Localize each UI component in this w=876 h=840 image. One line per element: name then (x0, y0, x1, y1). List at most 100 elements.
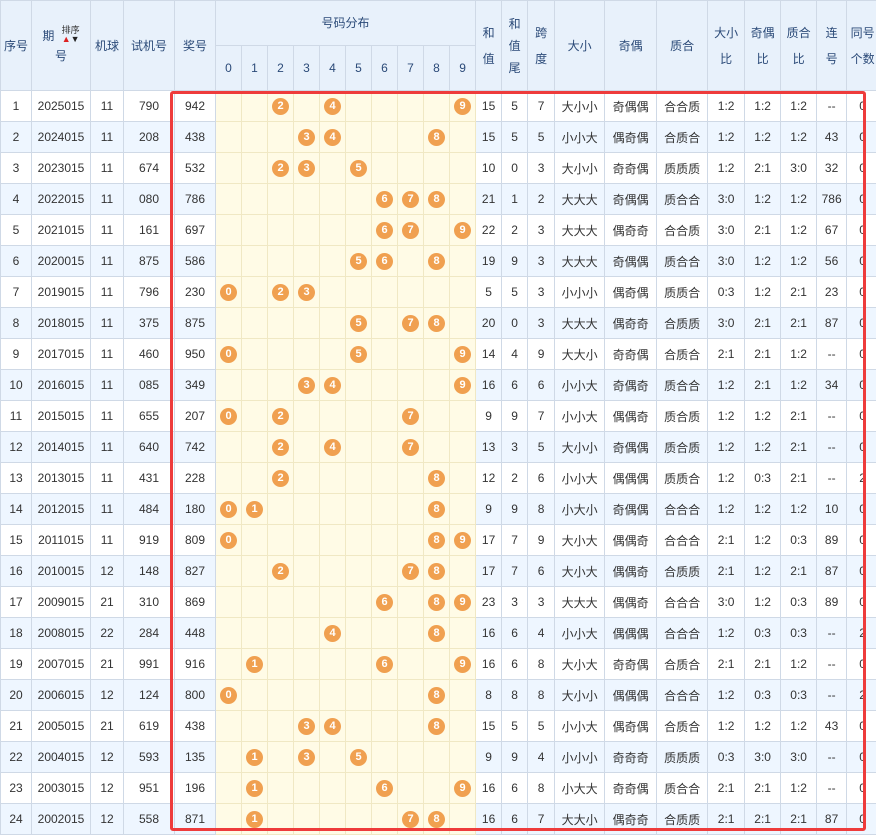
dist-cell (241, 400, 268, 432)
header-digit: 6 (371, 45, 398, 91)
cell-same-count: 0 (846, 803, 876, 835)
cell-same-count: 0 (846, 772, 876, 804)
dist-cell (267, 369, 294, 401)
dist-cell: 9 (448, 90, 477, 122)
cell-seq: 13 (0, 462, 32, 494)
cell-prime: 质质质 (656, 741, 709, 773)
cell-prize: 180 (174, 493, 216, 525)
cell-prime-ratio: 2:1 (780, 431, 818, 463)
dist-cell (448, 803, 477, 835)
dist-cell (293, 648, 320, 680)
dist-cell (448, 152, 477, 184)
dist-cell (319, 803, 346, 835)
cell-trial: 875 (123, 245, 175, 277)
cell-size-ratio: 0:3 (707, 741, 746, 773)
table-row: 4 2022015 11 080 786 6 7 8 21 1 2 大大大 奇偶偶 质合合 3:0 1:2 1:… (0, 183, 876, 215)
dist-cell (448, 462, 477, 494)
dist-cell (267, 772, 294, 804)
cell-prime-ratio: 1:2 (780, 90, 818, 122)
cell-consecutive: 89 (816, 586, 848, 618)
digit-ball: 7 (402, 407, 419, 425)
cell-sum: 17 (475, 524, 503, 556)
dist-cell (423, 772, 450, 804)
dist-cell (448, 400, 477, 432)
dist-cell (293, 183, 320, 215)
dist-cell (448, 183, 477, 215)
cell-sum-tail: 8 (501, 679, 529, 711)
dist-cell: 3 (293, 152, 320, 184)
dist-cell (215, 214, 242, 246)
cell-consecutive: -- (816, 431, 848, 463)
dist-cell (293, 493, 320, 525)
cell-span: 3 (527, 586, 556, 618)
cell-consecutive: 34 (816, 369, 848, 401)
cell-issue: 2014015 (31, 431, 91, 463)
cell-consecutive: -- (816, 648, 848, 680)
cell-span: 2 (527, 183, 556, 215)
cell-same-count: 0 (846, 245, 876, 277)
header-parity-ratio: 奇偶比 (744, 0, 782, 91)
cell-same-count: 0 (846, 183, 876, 215)
digit-ball: 6 (376, 221, 393, 239)
cell-trial: 593 (123, 741, 175, 773)
dist-cell: 2 (267, 462, 294, 494)
cell-machine: 11 (90, 121, 124, 153)
table-row: 6 2020015 11 875 586 5 6 8 19 9 3 大大大 奇偶偶 质合合 3:0 1:2 1:… (0, 245, 876, 277)
cell-same-count: 0 (846, 493, 876, 525)
cell-span: 8 (527, 679, 556, 711)
dist-cell (215, 617, 242, 649)
table-row: 14 2012015 11 484 180 0 1 8 9 9 8 小大小 奇偶偶 合合合 1:2 1:2 1:… (0, 493, 876, 525)
cell-sum: 19 (475, 245, 503, 277)
digit-ball: 9 (454, 593, 472, 611)
cell-parity-ratio: 1:2 (744, 524, 782, 556)
cell-seq: 4 (0, 183, 32, 215)
dist-cell: 8 (423, 493, 450, 525)
header-issue[interactable]: 期 排序 ▲▼ 号 (31, 0, 91, 91)
digit-ball: 0 (220, 686, 237, 704)
cell-seq: 15 (0, 524, 32, 556)
table-row: 1 2025015 11 790 942 2 4 9 15 5 7 大小小 奇偶偶 合合质 1:2 1:2 1:… (0, 90, 876, 122)
sort-up-icon[interactable]: ▲ (61, 33, 71, 44)
cell-size: 小小小 (554, 741, 606, 773)
dist-cell (345, 524, 372, 556)
cell-trial: 796 (123, 276, 175, 308)
sort-toggle[interactable]: 排序 ▲▼ (61, 24, 80, 44)
dist-cell (319, 679, 346, 711)
cell-size: 小小小 (554, 276, 606, 308)
cell-prize: 742 (174, 431, 216, 463)
dist-cell: 7 (397, 555, 424, 587)
digit-ball: 4 (324, 717, 341, 735)
cell-machine: 12 (90, 741, 124, 773)
cell-same-count: 0 (846, 710, 876, 742)
cell-size: 大大小 (554, 338, 606, 370)
header-distribution: 号码分布 (214, 0, 477, 46)
cell-parity-ratio: 0:3 (744, 617, 782, 649)
cell-trial: 310 (123, 586, 175, 618)
cell-parity: 奇偶偶 (604, 493, 658, 525)
digit-ball: 4 (324, 128, 341, 146)
cell-parity: 偶奇奇 (604, 214, 658, 246)
cell-size-ratio: 1:2 (707, 462, 746, 494)
cell-parity-ratio: 0:3 (744, 679, 782, 711)
cell-issue: 2022015 (31, 183, 91, 215)
cell-issue: 2020015 (31, 245, 91, 277)
cell-same-count: 0 (846, 214, 876, 246)
cell-parity: 偶偶奇 (604, 555, 658, 587)
cell-sum-tail: 0 (501, 307, 529, 339)
cell-sum: 10 (475, 152, 503, 184)
cell-span: 8 (527, 648, 556, 680)
dist-cell (371, 493, 398, 525)
dist-cell (397, 524, 424, 556)
dist-cell (397, 152, 424, 184)
cell-prime-ratio: 0:3 (780, 586, 818, 618)
cell-sum-tail: 3 (501, 431, 529, 463)
dist-cell: 6 (371, 586, 398, 618)
cell-parity-ratio: 1:2 (744, 183, 782, 215)
cell-machine: 12 (90, 679, 124, 711)
dist-cell (215, 710, 242, 742)
digit-ball: 8 (428, 593, 445, 611)
sort-down-icon[interactable]: ▼ (70, 33, 80, 44)
dist-cell (448, 617, 477, 649)
dist-cell: 8 (423, 183, 450, 215)
cell-sum-tail: 1 (501, 183, 529, 215)
